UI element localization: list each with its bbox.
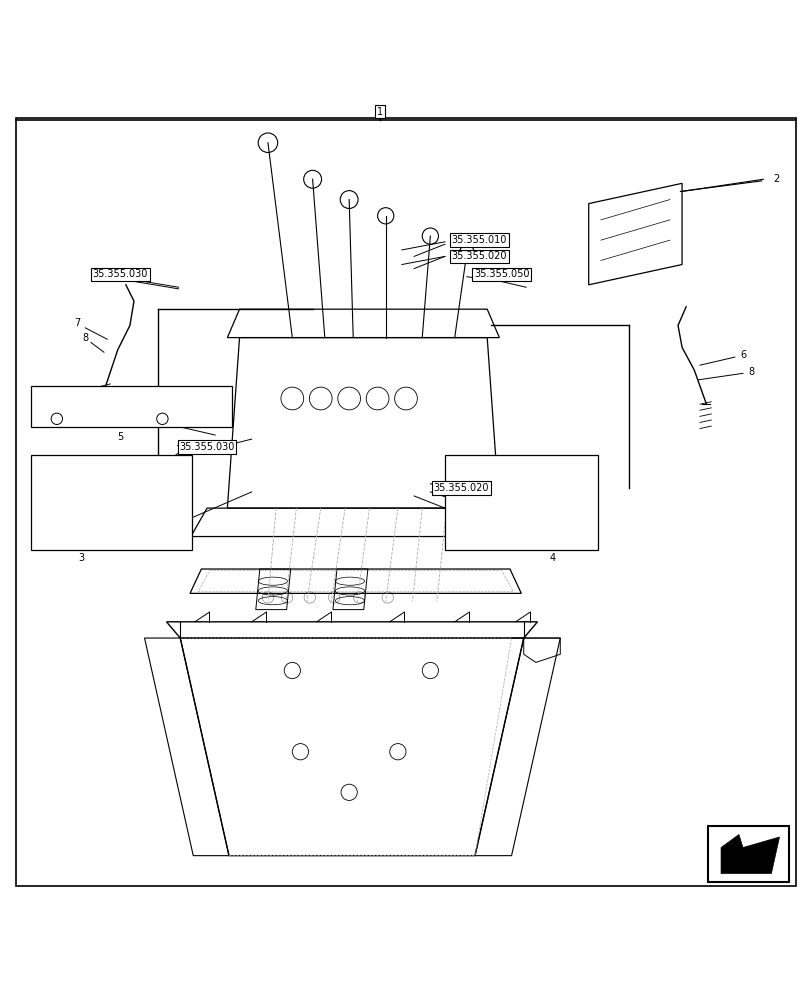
Text: 35.355.030: 35.355.030 — [92, 269, 148, 279]
Bar — [31, 386, 232, 427]
Text: 7: 7 — [74, 318, 80, 328]
Text: 6: 6 — [739, 350, 745, 360]
Polygon shape — [720, 835, 779, 874]
Text: 8: 8 — [747, 367, 753, 377]
Text: 5: 5 — [117, 432, 123, 442]
Text: 35.355.030: 35.355.030 — [179, 442, 234, 452]
Text: 35.355.050: 35.355.050 — [474, 269, 529, 279]
Text: 4: 4 — [548, 553, 555, 563]
Text: 35.355.010: 35.355.010 — [451, 235, 506, 245]
Text: 35.355.020: 35.355.020 — [433, 483, 488, 493]
Text: 3: 3 — [78, 553, 84, 563]
Bar — [444, 455, 597, 550]
Text: 2: 2 — [772, 174, 779, 184]
Bar — [707, 826, 788, 882]
Bar — [31, 455, 191, 550]
Text: 8: 8 — [82, 333, 88, 343]
Text: 35.355.020: 35.355.020 — [451, 251, 506, 261]
Text: EXCAVATOR CONTROL PATTERN: EXCAVATOR CONTROL PATTERN — [69, 400, 194, 409]
Text: 1: 1 — [376, 107, 383, 117]
